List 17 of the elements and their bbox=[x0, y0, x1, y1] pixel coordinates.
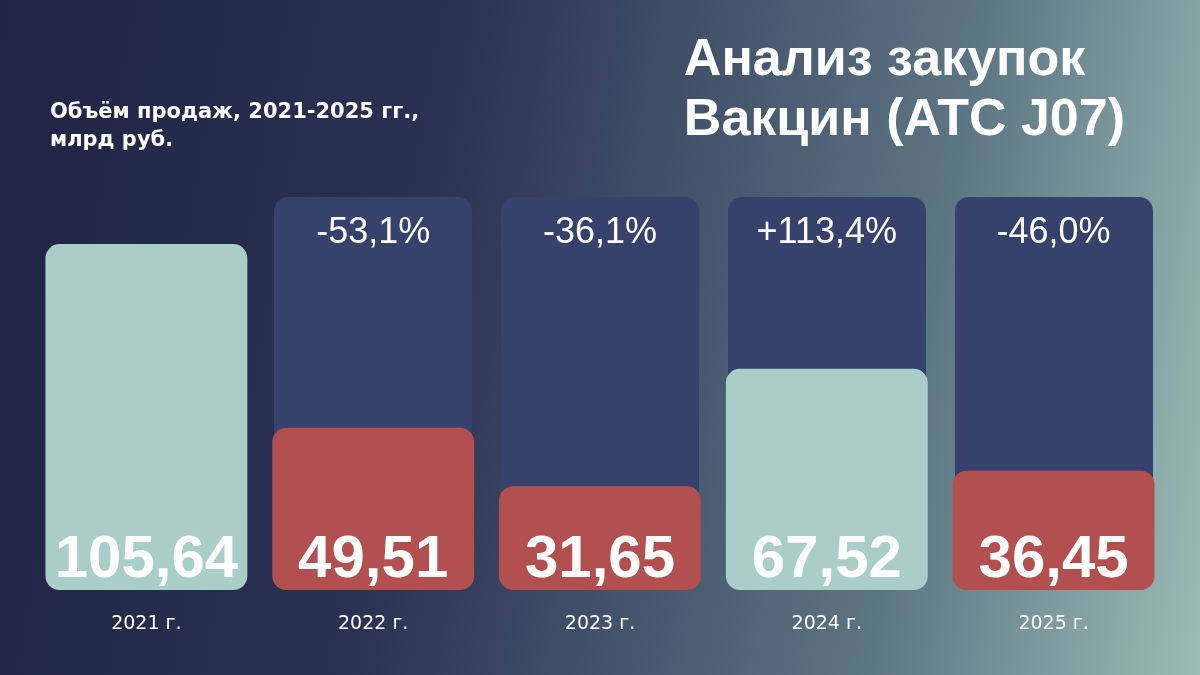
chart-title: Анализ закупок Вакцин (ATC J07) bbox=[683, 28, 1125, 146]
x-tick-label: 2021 г. bbox=[111, 610, 182, 633]
annotation: -53,1% bbox=[316, 209, 431, 251]
x-tick-label: 2023 г. bbox=[564, 610, 636, 633]
data-label: 36,45 bbox=[978, 522, 1129, 590]
x-tick-label: 2025 г. bbox=[1018, 610, 1089, 633]
annotation: -46,0% bbox=[996, 209, 1111, 251]
chart-subtitle: Объём продаж, 2021-2025 гг., млрд руб. bbox=[50, 99, 420, 151]
annotation: -36,1% bbox=[542, 209, 658, 251]
x-tick-label: 2024 г. bbox=[791, 610, 863, 633]
x-tick-label: 2022 г. bbox=[337, 610, 409, 633]
data-label: 31,65 bbox=[524, 522, 676, 590]
data-label: 49,51 bbox=[298, 522, 449, 590]
data-label: 67,52 bbox=[751, 522, 902, 590]
annotation: +113,4% bbox=[756, 209, 898, 251]
bar bbox=[45, 244, 248, 590]
data-label: 105,64 bbox=[54, 522, 239, 590]
